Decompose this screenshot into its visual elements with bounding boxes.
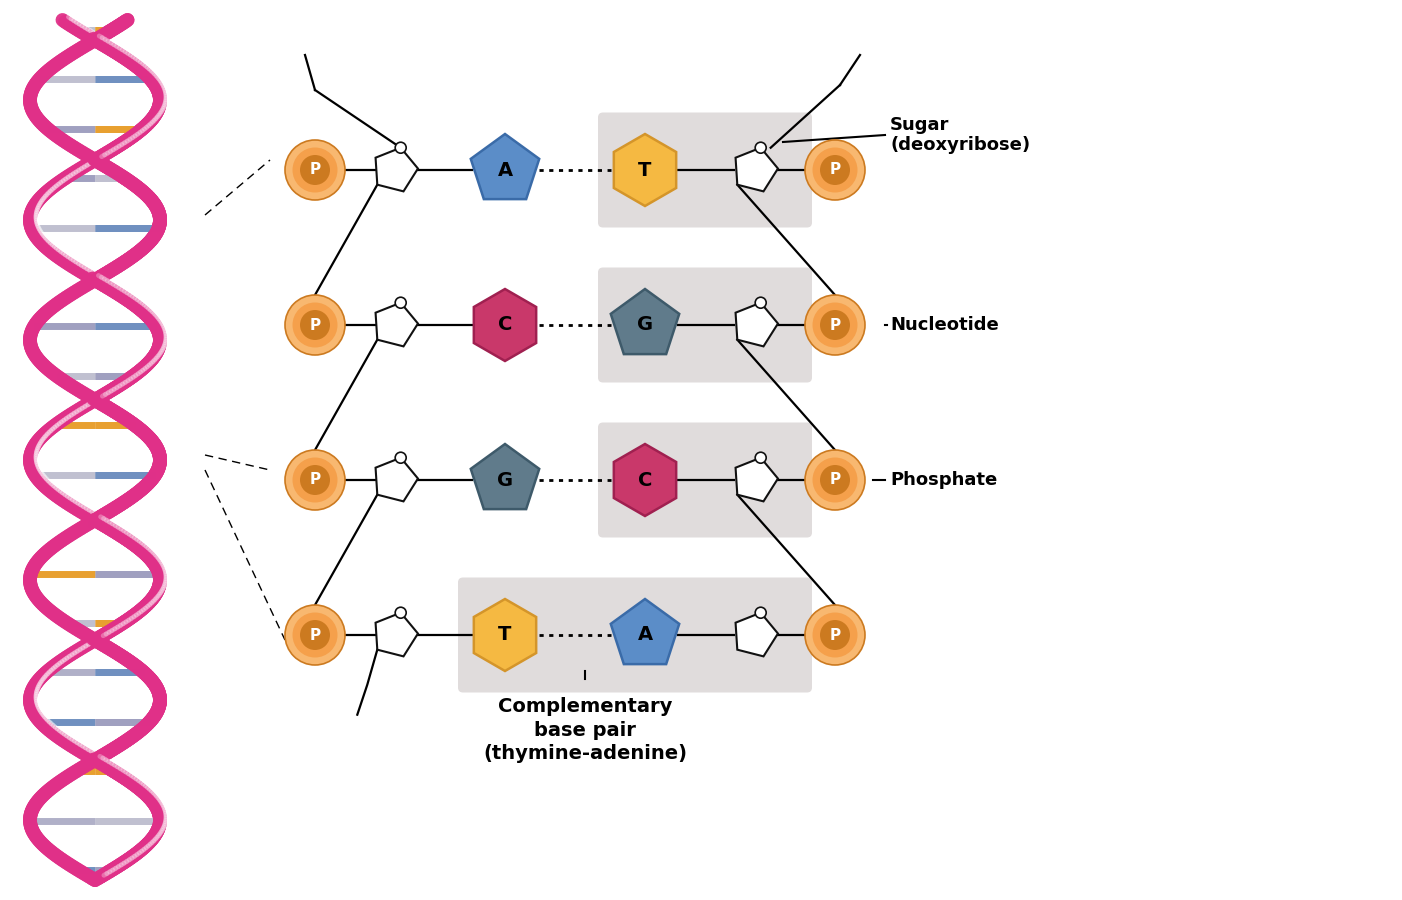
Circle shape	[395, 452, 407, 464]
Circle shape	[813, 148, 858, 193]
Text: P: P	[310, 318, 321, 332]
Text: P: P	[830, 318, 841, 332]
Circle shape	[285, 140, 345, 200]
FancyBboxPatch shape	[599, 422, 812, 537]
Circle shape	[285, 295, 345, 355]
Text: C: C	[638, 471, 652, 490]
FancyBboxPatch shape	[599, 112, 812, 228]
Polygon shape	[614, 444, 676, 516]
Polygon shape	[736, 458, 778, 501]
Polygon shape	[611, 289, 679, 354]
Polygon shape	[376, 613, 418, 656]
Circle shape	[285, 605, 345, 665]
Text: G: G	[496, 471, 513, 490]
Text: P: P	[830, 472, 841, 488]
Circle shape	[300, 155, 329, 185]
Polygon shape	[474, 289, 536, 361]
Text: A: A	[638, 626, 652, 644]
Text: P: P	[830, 627, 841, 643]
Circle shape	[293, 457, 338, 502]
Text: T: T	[638, 160, 652, 179]
Polygon shape	[376, 302, 418, 346]
Text: G: G	[637, 316, 653, 335]
Circle shape	[395, 142, 407, 153]
Text: Complementary
base pair
(thymine-adenine): Complementary base pair (thymine-adenine…	[484, 697, 687, 763]
Circle shape	[820, 620, 850, 650]
FancyBboxPatch shape	[599, 267, 812, 382]
Circle shape	[805, 295, 865, 355]
Text: C: C	[498, 316, 512, 335]
Circle shape	[820, 310, 850, 340]
Circle shape	[300, 310, 329, 340]
Circle shape	[813, 457, 858, 502]
Circle shape	[813, 302, 858, 347]
Text: P: P	[310, 472, 321, 488]
Circle shape	[293, 613, 338, 658]
Circle shape	[293, 148, 338, 193]
Polygon shape	[474, 599, 536, 671]
Circle shape	[300, 620, 329, 650]
Text: P: P	[310, 627, 321, 643]
Polygon shape	[471, 134, 540, 199]
Circle shape	[300, 465, 329, 495]
Polygon shape	[471, 444, 540, 509]
Circle shape	[395, 297, 407, 308]
Circle shape	[756, 452, 765, 464]
Polygon shape	[376, 148, 418, 192]
Circle shape	[293, 302, 338, 347]
Circle shape	[756, 142, 765, 153]
Text: P: P	[830, 163, 841, 177]
Circle shape	[756, 297, 765, 308]
Circle shape	[820, 155, 850, 185]
Polygon shape	[611, 599, 679, 664]
Circle shape	[805, 140, 865, 200]
Polygon shape	[736, 302, 778, 346]
Circle shape	[756, 608, 765, 618]
Polygon shape	[736, 613, 778, 656]
Text: Nucleotide: Nucleotide	[890, 316, 998, 334]
Text: T: T	[498, 626, 512, 644]
Circle shape	[285, 450, 345, 510]
FancyBboxPatch shape	[458, 578, 812, 692]
Circle shape	[805, 605, 865, 665]
Polygon shape	[614, 134, 676, 206]
Circle shape	[820, 465, 850, 495]
Text: Phosphate: Phosphate	[890, 471, 997, 489]
Text: Sugar
(deoxyribose): Sugar (deoxyribose)	[890, 115, 1030, 155]
Polygon shape	[376, 458, 418, 501]
Circle shape	[805, 450, 865, 510]
Polygon shape	[736, 148, 778, 192]
Text: A: A	[498, 160, 513, 179]
Circle shape	[813, 613, 858, 658]
Circle shape	[395, 608, 407, 618]
Text: P: P	[310, 163, 321, 177]
